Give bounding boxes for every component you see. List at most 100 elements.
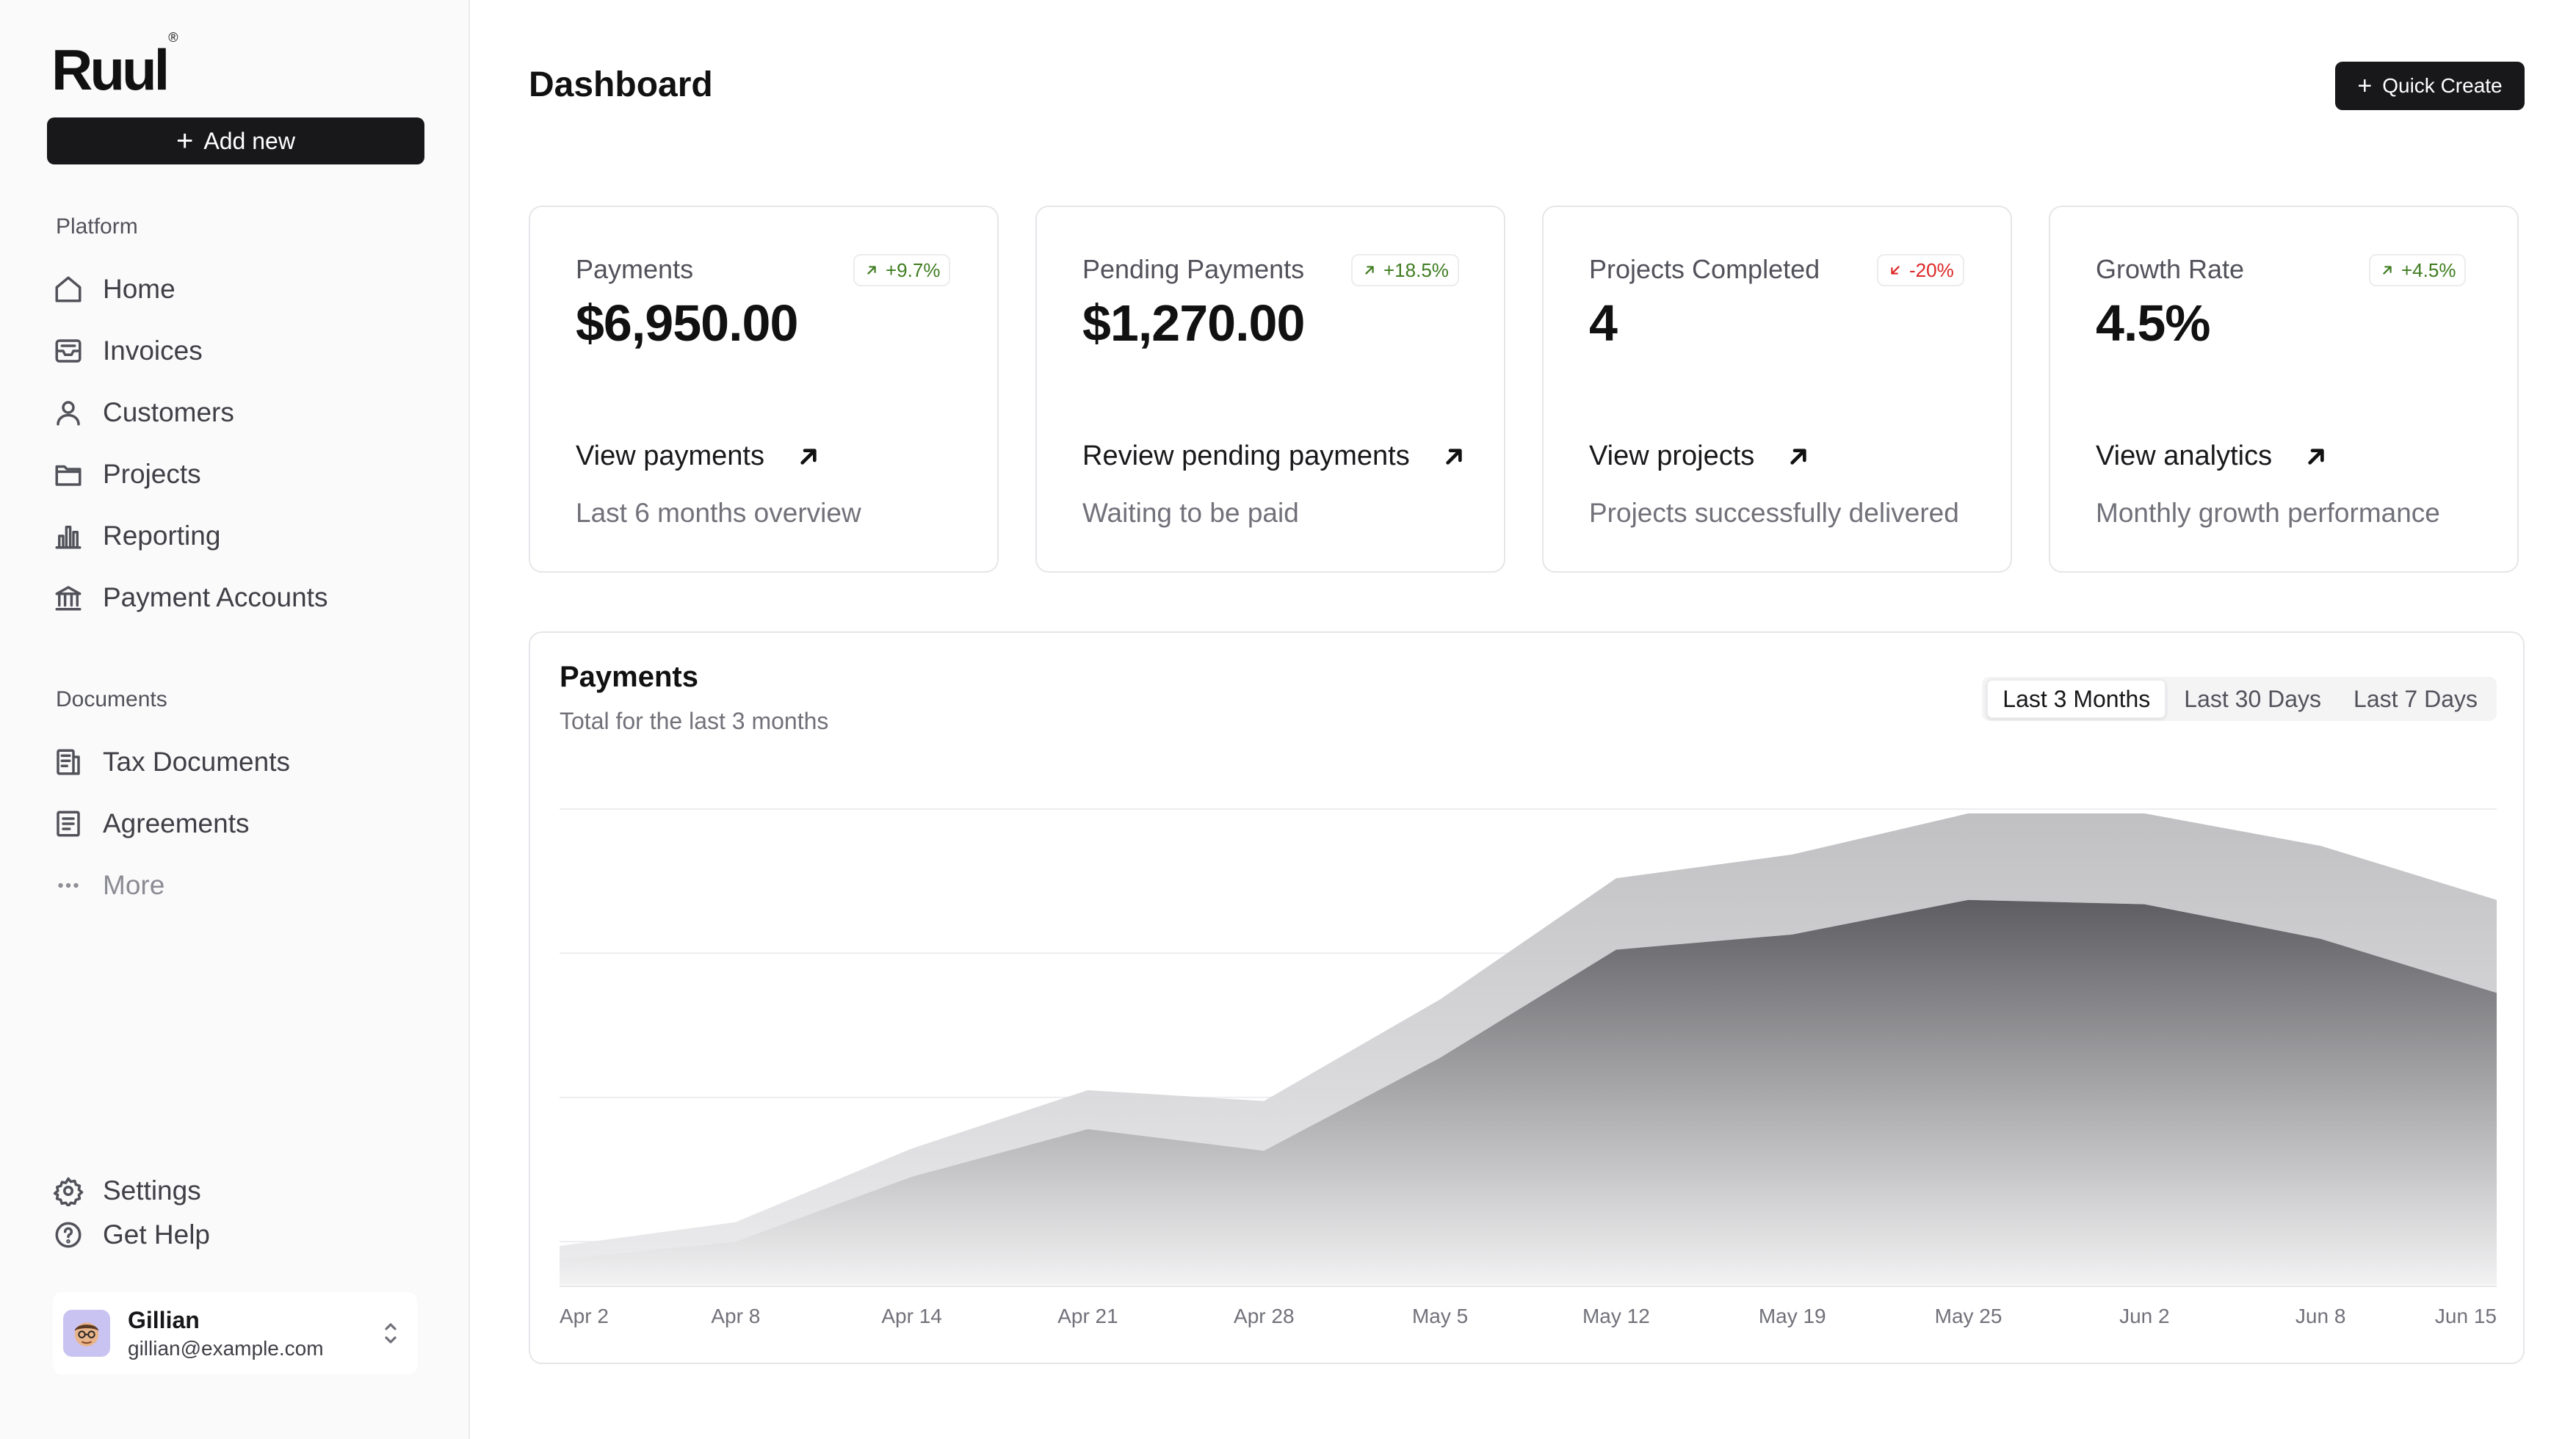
x-tick-label: Apr 28: [1234, 1305, 1295, 1327]
avatar: [63, 1310, 110, 1357]
stat-description: Projects successfully delivered: [1589, 498, 1959, 528]
chevron-up-down-icon: [385, 1323, 397, 1344]
arrow-up-right-icon: [1446, 448, 1462, 465]
section-label-platform: Platform: [56, 214, 138, 239]
x-tick-label: Apr 14: [881, 1305, 942, 1327]
sidebar: Ruul ® + Add new Platform Home Invoices C…: [0, 0, 470, 1439]
user-menu[interactable]: Gillian gillian@example.com: [53, 1292, 417, 1374]
bank-icon: [55, 586, 82, 611]
x-tick-label: Apr 21: [1057, 1305, 1118, 1327]
x-tick-label: Jun 8: [2295, 1305, 2346, 1327]
agreement-icon: [57, 811, 80, 837]
x-tick-label: Apr 2: [560, 1305, 609, 1327]
stat-label: Growth Rate: [2096, 254, 2245, 284]
stat-label: Projects Completed: [1589, 254, 1820, 284]
series-area-upper: [560, 813, 2497, 1259]
x-tick-label: May 12: [1582, 1305, 1650, 1327]
x-tick-label: Jun 2: [2119, 1305, 2170, 1327]
payments-chart-card: Payments Total for the last 3 months Las…: [529, 631, 2525, 1364]
sidebar-item-label: Tax Documents: [103, 747, 290, 777]
app-logo[interactable]: Ruul ®: [51, 30, 178, 102]
plus-icon: +: [176, 125, 194, 157]
trend-badge-value: +4.5%: [2401, 258, 2456, 281]
link-label: View analytics: [2096, 441, 2273, 471]
stat-card-growth-rate: Growth Rate +4.5% 4.5% View analytics Mo…: [2049, 206, 2519, 573]
trend-up-icon: [1365, 266, 1374, 275]
view-payments-link[interactable]: View payments: [576, 441, 823, 472]
view-projects-link[interactable]: View projects: [1589, 441, 1813, 472]
sidebar-item-label: Get Help: [103, 1219, 211, 1250]
quick-create-button[interactable]: + Quick Create: [2335, 62, 2525, 110]
quick-create-label: Quick Create: [2382, 74, 2503, 97]
user-icon: [57, 401, 80, 426]
sidebar-item-label: More: [103, 870, 165, 900]
sidebar-item-invoices[interactable]: Invoices: [53, 329, 203, 373]
stat-card-projects-completed: Projects Completed -20% 4 View projects …: [1542, 206, 2012, 573]
sidebar-item-label: Customers: [103, 397, 234, 427]
view-analytics-link[interactable]: View analytics: [2096, 441, 2331, 472]
link-label: View projects: [1589, 441, 1755, 471]
trend-up-icon: [2383, 266, 2392, 275]
avatar-face-icon: [74, 1322, 99, 1346]
range-toggle: Last 3 Months Last 30 Days Last 7 Days: [1982, 677, 2497, 721]
stat-label: Payments: [576, 254, 694, 284]
x-tick-label: Apr 8: [711, 1305, 760, 1327]
stat-description: Last 6 months overview: [576, 498, 861, 528]
plus-icon: +: [2357, 71, 2373, 100]
chart-subtitle: Total for the last 3 months: [560, 708, 829, 734]
user-name: Gillian: [128, 1306, 200, 1333]
user-info: Gillian gillian@example.com: [128, 1307, 324, 1360]
add-new-label: Add new: [203, 127, 295, 154]
help-icon: [55, 1222, 82, 1248]
series-area-lower: [560, 899, 2497, 1285]
add-new-button[interactable]: + Add new: [47, 117, 424, 164]
trend-up-icon: [867, 266, 876, 275]
sidebar-item-label: Payment Accounts: [103, 582, 328, 612]
sidebar-item-label: Projects: [103, 459, 201, 489]
x-tick-label: May 5: [1412, 1305, 1468, 1327]
sidebar-item-more[interactable]: More: [53, 863, 164, 907]
stat-description: Monthly growth performance: [2096, 498, 2440, 528]
range-last-3-months[interactable]: Last 3 Months: [1986, 679, 2167, 719]
section-label-documents: Documents: [56, 687, 167, 711]
stat-description: Waiting to be paid: [1082, 498, 1299, 528]
trend-badge: +18.5%: [1351, 254, 1459, 286]
trend-badge: +4.5%: [2369, 254, 2467, 286]
sidebar-item-get-help[interactable]: Get Help: [53, 1213, 210, 1257]
bar-chart-icon: [55, 526, 82, 549]
payments-area-chart: Apr 2 Apr 8 Apr 14 Apr 21 Apr 28 May 5 May 12 M…: [560, 808, 2497, 1327]
tax-document-icon: [57, 749, 80, 775]
trend-badge-value: +18.5%: [1383, 258, 1449, 281]
sidebar-item-label: Reporting: [103, 521, 221, 551]
user-email: gillian@example.com: [128, 1336, 324, 1360]
folder-icon: [55, 465, 82, 486]
sidebar-item-home[interactable]: Home: [53, 267, 176, 311]
stat-value: 4.5%: [2096, 294, 2211, 352]
trend-badge: +9.7%: [853, 254, 951, 286]
sidebar-item-projects[interactable]: Projects: [53, 452, 201, 496]
home-icon: [55, 276, 82, 302]
trend-badge-value: +9.7%: [886, 258, 941, 281]
range-last-30-days[interactable]: Last 30 Days: [2184, 685, 2322, 712]
sidebar-item-label: Agreements: [103, 808, 250, 838]
stat-value: $1,270.00: [1082, 294, 1305, 352]
sidebar-item-label: Invoices: [103, 336, 203, 366]
stat-card-payments: Payments +9.7% $6,950.00 View payments L…: [529, 206, 999, 573]
sidebar-item-settings[interactable]: Settings: [53, 1169, 201, 1213]
stat-label: Pending Payments: [1082, 254, 1305, 284]
sidebar-item-tax-documents[interactable]: Tax Documents: [53, 740, 290, 784]
range-last-7-days[interactable]: Last 7 Days: [2354, 685, 2478, 712]
link-label: Review pending payments: [1082, 441, 1410, 471]
trend-badge-value: -20%: [1909, 258, 1954, 281]
arrow-up-right-icon: [2308, 448, 2324, 465]
arrow-up-right-icon: [1790, 448, 1806, 465]
sidebar-item-reporting[interactable]: Reporting: [53, 514, 220, 558]
link-label: View payments: [576, 441, 764, 471]
x-tick-label: Jun 15: [2435, 1305, 2497, 1327]
review-pending-payments-link[interactable]: Review pending payments: [1082, 441, 1469, 472]
settings-icon: [53, 1177, 84, 1206]
sidebar-item-customers[interactable]: Customers: [53, 391, 234, 435]
sidebar-item-agreements[interactable]: Agreements: [53, 802, 250, 846]
sidebar-item-payment-accounts[interactable]: Payment Accounts: [53, 576, 328, 620]
x-tick-label: May 25: [1935, 1305, 2002, 1327]
